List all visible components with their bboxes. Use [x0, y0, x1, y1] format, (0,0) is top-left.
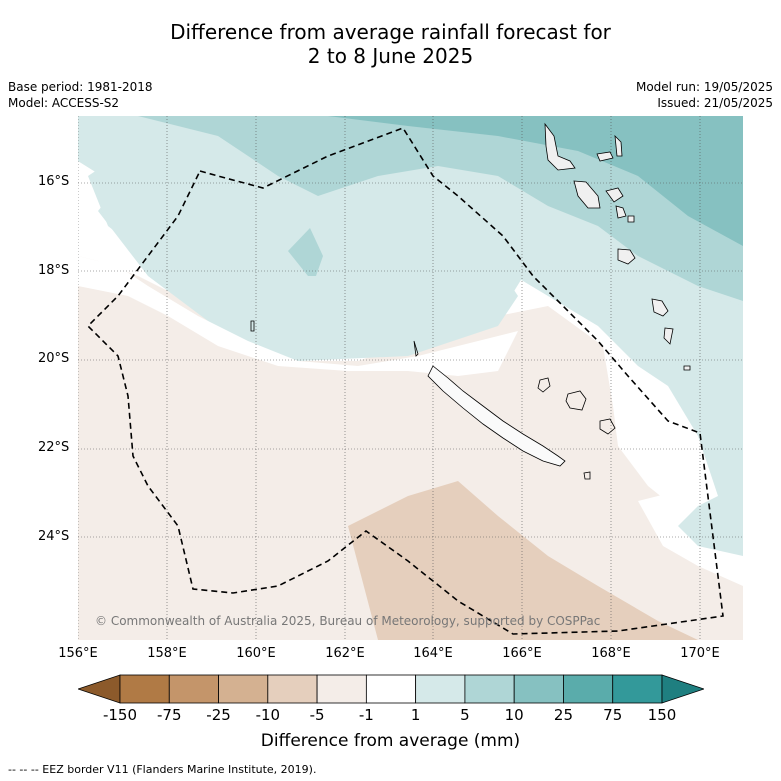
issued-date: Issued: 21/05/2025 — [657, 96, 773, 110]
meta-right: Model run: 19/05/2025 Issued: 21/05/2025 — [636, 79, 773, 111]
lat-label-22s: 22°S — [38, 440, 70, 455]
colorbar-tick-label: -150 — [102, 706, 138, 724]
graticule — [78, 116, 743, 640]
loyalty-island-mare — [599, 418, 616, 435]
colorbar-cell — [563, 674, 614, 704]
map-title: Difference from average rainfall forecas… — [0, 20, 781, 68]
colorbar-tick-label: 75 — [603, 706, 623, 724]
colorbar-tick-label: 1 — [410, 706, 421, 724]
lon-label-160e: 160°E — [236, 646, 276, 661]
lon-label-158e: 158°E — [147, 646, 187, 661]
lon-label-166e: 166°E — [502, 646, 542, 661]
colorbar-tick-label: 150 — [647, 706, 677, 724]
region-wetter-2-patch — [288, 228, 323, 276]
colorbar-cell — [464, 674, 515, 704]
map-canvas — [78, 116, 743, 640]
colorbar-tick-label: 5 — [460, 706, 470, 724]
chesterfield-islet — [250, 320, 255, 332]
model-name: Model: ACCESS-S2 — [8, 96, 120, 110]
lon-label-162e: 162°E — [325, 646, 365, 661]
lat-label-18s: 18°S — [38, 263, 70, 278]
lat-label-16s: 16°S — [38, 174, 70, 189]
colorbar-cell — [168, 674, 219, 704]
region-wetter-3 — [328, 116, 743, 246]
title-line-1: Difference from average rainfall forecas… — [170, 20, 611, 44]
colorbar-title: Difference from average (mm) — [260, 731, 521, 751]
islet-belep — [413, 340, 419, 357]
colorbar-cell — [119, 674, 170, 704]
lon-label-170e: 170°E — [680, 646, 720, 661]
region-wetter-2 — [138, 116, 743, 301]
loyalty-island-ouvea — [537, 377, 551, 393]
lat-label-24s: 24°S — [38, 529, 70, 544]
vanuatu-islands — [544, 122, 691, 371]
colorbar-cell — [415, 674, 466, 704]
title-line-2: 2 to 8 June 2025 — [307, 44, 474, 68]
copyright-notice: © Commonwealth of Australia 2025, Bureau… — [95, 614, 601, 628]
colorbar-tick-label: -5 — [309, 706, 325, 724]
loyalty-island-lifou — [565, 390, 587, 411]
rainfall-map — [78, 116, 743, 640]
meta-left: Base period: 1981-2018 Model: ACCESS-S2 — [8, 79, 153, 111]
lon-label-164e: 164°E — [413, 646, 453, 661]
lon-label-156e: 156°E — [58, 646, 98, 661]
eez-border — [86, 127, 724, 635]
colorbar-tick-label: -25 — [206, 706, 231, 724]
colorbar-cell — [513, 674, 564, 704]
colorbar-tick-label: 10 — [504, 706, 524, 724]
new-caledonia-island — [427, 365, 566, 467]
isle-of-pines — [583, 471, 591, 480]
colorbar-tick-label: -1 — [358, 706, 374, 724]
colorbar-tick-label: 25 — [553, 706, 573, 724]
colorbar-cell — [218, 674, 269, 704]
colorbar — [78, 674, 704, 704]
colorbar-extend-high — [661, 674, 704, 704]
colorbar-tick-label: -75 — [157, 706, 182, 724]
base-period: Base period: 1981-2018 — [8, 80, 153, 94]
eez-footnote: -- -- -- EEZ border V11 (Flanders Marine… — [8, 763, 317, 776]
lat-label-20s: 20°S — [38, 351, 70, 366]
colorbar-cell — [316, 674, 367, 704]
lon-label-168e: 168°E — [591, 646, 631, 661]
colorbar-cell — [267, 674, 318, 704]
region-near-average-west — [78, 256, 518, 376]
model-run: Model run: 19/05/2025 — [635, 80, 773, 94]
colorbar-cell — [612, 674, 663, 704]
colorbar-cell — [365, 674, 417, 704]
colorbar-extend-low — [78, 674, 121, 704]
colorbar-tick-label: -10 — [255, 706, 281, 724]
region-dry-tongue — [348, 481, 698, 640]
